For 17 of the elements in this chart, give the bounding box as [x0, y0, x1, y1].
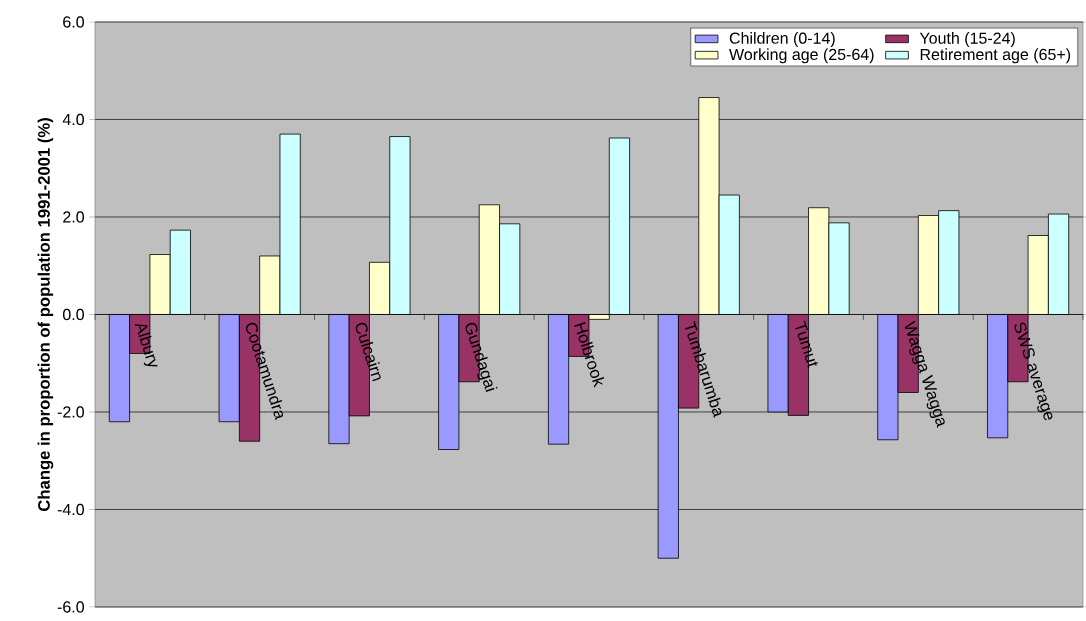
- y-tick-label: 4.0: [62, 113, 84, 126]
- y-tick-label: -4.0: [57, 503, 84, 516]
- y-tick-label: 6.0: [63, 16, 84, 28]
- legend-label: Children (0-14): [729, 32, 835, 47]
- y-tick-label: 0.0: [63, 308, 84, 321]
- y-tick-label: -6.0: [57, 601, 84, 613]
- x-tick-label: SWS average: [1014, 322, 1053, 421]
- x-tick-label: Albury: [134, 324, 158, 367]
- x-tick-label: Tumut: [795, 320, 818, 369]
- legend-label: Youth (15-24): [919, 32, 1015, 47]
- y-axis-title: Change in proportion of population 1991-2001 (%): [37, 118, 54, 512]
- y-tick-label: 2.0: [63, 211, 84, 223]
- x-tick-label: Wagga Wagga: [904, 320, 945, 428]
- y-tick-label: -2.0: [57, 406, 84, 418]
- legend-label: Retirement age (65+): [920, 48, 1071, 64]
- legend-label: Working age (25-64): [729, 48, 874, 64]
- x-tick-label: Culcairn: [355, 322, 381, 382]
